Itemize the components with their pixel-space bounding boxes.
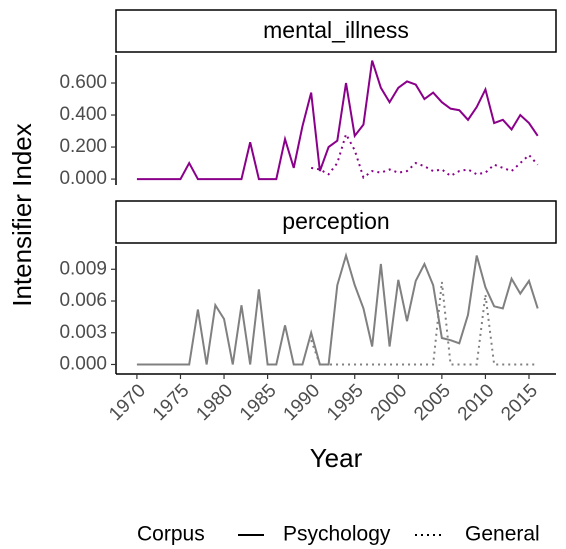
y-tick-label: 0.200 bbox=[59, 136, 107, 157]
x-tick-label: 2000 bbox=[367, 380, 412, 425]
x-tick-label: 1980 bbox=[192, 380, 237, 425]
y-tick-label: 0.009 bbox=[59, 258, 107, 279]
x-axis-label: Year bbox=[310, 443, 363, 473]
y-tick-label: 0.000 bbox=[59, 353, 107, 374]
y-tick-label: 0.003 bbox=[59, 322, 107, 343]
legend-title: Corpus bbox=[137, 523, 205, 546]
x-tick-label: 1970 bbox=[105, 380, 150, 425]
line bbox=[136, 60, 539, 181]
y-axis-label: Intensifier Index bbox=[7, 123, 37, 307]
line bbox=[136, 251, 539, 366]
x-tick-label: 1995 bbox=[323, 380, 368, 425]
line bbox=[310, 131, 539, 180]
legend-label: Psychology bbox=[283, 523, 391, 546]
y-tick-label: 0.000 bbox=[59, 168, 107, 189]
x-tick-label: 2010 bbox=[454, 380, 499, 425]
line bbox=[310, 281, 538, 366]
y-tick-label: 0.006 bbox=[59, 290, 107, 311]
x-tick-label: 1975 bbox=[149, 380, 194, 425]
x-tick-label: 2005 bbox=[410, 380, 455, 425]
facet-title: mental_illness bbox=[263, 17, 409, 43]
x-tick-label: 1990 bbox=[280, 380, 325, 425]
y-tick-label: 0.400 bbox=[59, 104, 107, 125]
facet-title: perception bbox=[282, 208, 389, 234]
x-tick-label: 1985 bbox=[236, 380, 281, 425]
legend-label: General bbox=[465, 523, 540, 546]
y-tick-label: 0.600 bbox=[59, 72, 107, 93]
strip bbox=[115, 9, 557, 53]
x-tick-label: 2015 bbox=[497, 380, 542, 425]
strip bbox=[115, 200, 557, 244]
